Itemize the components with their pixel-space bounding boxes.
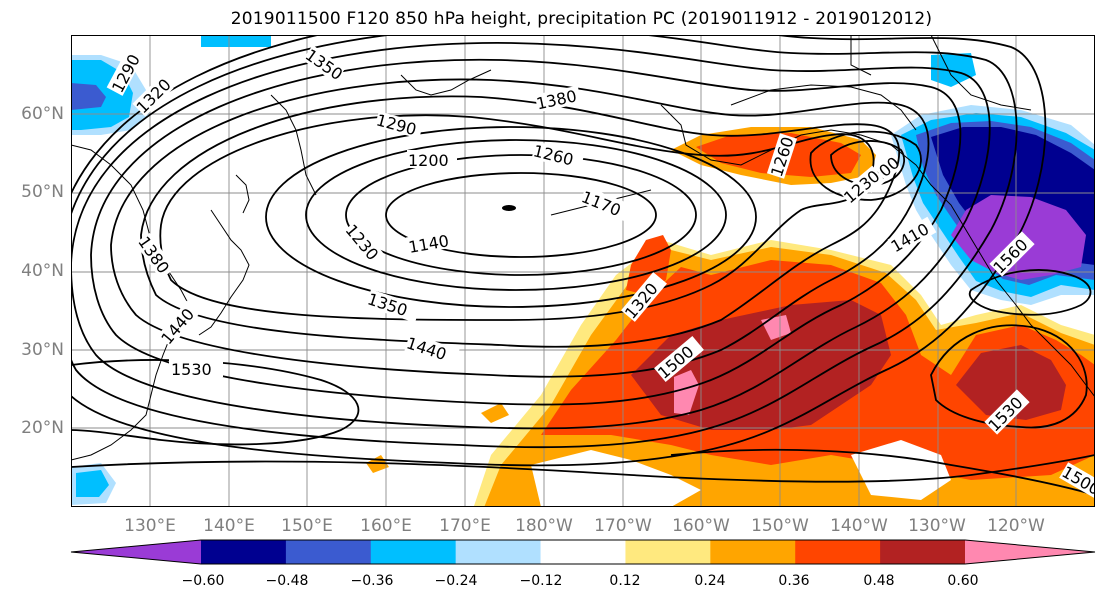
colorbar-swatch xyxy=(201,540,287,564)
contour-1290 xyxy=(140,95,901,348)
lon-label-130w: 130°W xyxy=(908,516,966,536)
lon-label-130e: 130°E xyxy=(124,516,176,536)
colorbar-tick-label: 0.36 xyxy=(778,573,810,589)
contour-1500 xyxy=(71,454,1095,483)
colorbar-swatch xyxy=(285,540,372,564)
contour-1140 xyxy=(385,172,657,258)
lon-label-120w: 120°W xyxy=(987,516,1045,536)
precip-anomaly-0.12-islet xyxy=(481,403,509,423)
colorbar-swatch xyxy=(455,540,542,564)
precip-anomaly-neg-0.36-sw xyxy=(76,470,109,497)
lat-label-40n: 40°N xyxy=(21,261,64,281)
contour-1380 xyxy=(71,42,991,430)
precip-anomaly-neg-0.36-ne xyxy=(931,53,976,87)
precip-anomaly-neg-0.36-top xyxy=(201,35,271,47)
precip-anomaly-0.48 xyxy=(631,300,891,430)
lat-label-30n: 30°N xyxy=(21,340,64,360)
colorbar-swatch xyxy=(370,540,457,564)
lon-label-180w: 180°W xyxy=(515,516,573,536)
colorbar-tick-label: 0.12 xyxy=(609,573,641,589)
contour-1410 xyxy=(71,35,1018,449)
map-title: 2019011500 F120 850 hPa height, precipit… xyxy=(230,9,933,29)
lat-label-50n: 50°N xyxy=(21,182,64,202)
colorbar-outline xyxy=(70,539,1096,565)
precip-anomaly-neg-0.48-nw xyxy=(71,83,106,110)
contour-1530-east xyxy=(930,324,1088,429)
lat-label-60n: 60°N xyxy=(21,104,64,124)
lon-label-160e: 160°E xyxy=(360,516,412,536)
colorbar-tick-label: −0.12 xyxy=(519,573,563,589)
contour-label: 1530 xyxy=(171,360,212,379)
colorbar-swatch xyxy=(965,540,1095,564)
lon-label-140e: 140°E xyxy=(203,516,255,536)
contour-1230 xyxy=(265,126,757,308)
contour-1170 xyxy=(345,154,697,276)
colorbar xyxy=(70,539,1096,565)
lon-label-160w: 160°W xyxy=(672,516,730,536)
colorbar-swatch xyxy=(71,540,201,564)
lon-label-140w: 140°W xyxy=(830,516,888,536)
lon-label-150w: 150°W xyxy=(751,516,809,536)
lat-label-20n: 20°N xyxy=(21,418,64,438)
colorbar-tick-label: −0.24 xyxy=(434,573,478,589)
colorbar-swatch xyxy=(880,540,966,564)
colorbar-tick-label: −0.60 xyxy=(181,573,225,589)
map-panel: 1290 1320 1350 1380 1290 1200 1260 1170 … xyxy=(71,35,1095,507)
contour-1560-east xyxy=(968,269,1092,316)
contour-1320 xyxy=(110,78,930,378)
colorbar-swatch xyxy=(710,540,796,564)
contour-1200 xyxy=(305,139,727,291)
height-contours xyxy=(71,35,1095,496)
colorbar-tick-label: 0.24 xyxy=(694,573,726,589)
height-minimum-marker xyxy=(502,205,516,211)
colorbar-tick-label: −0.48 xyxy=(265,573,309,589)
lon-label-170w: 170°W xyxy=(594,516,652,536)
lon-label-170e: 170°E xyxy=(439,516,491,536)
colorbar-tick-label: −0.36 xyxy=(350,573,394,589)
colorbar-swatch xyxy=(540,540,626,564)
contour-1500-south xyxy=(670,448,1095,496)
contour-1200-east xyxy=(830,140,906,186)
colorbar-swatch xyxy=(795,540,881,564)
precip-anomaly-0.60 xyxy=(674,370,699,415)
colorbar-tick-label: 0.60 xyxy=(947,573,979,589)
contour-label: 1200 xyxy=(408,151,449,170)
contour-1230-east xyxy=(809,130,922,201)
precip-anomaly-0.48-east xyxy=(956,345,1066,420)
colorbar-swatch xyxy=(625,540,711,564)
colorbar-tick-label: 0.48 xyxy=(863,573,895,589)
lon-label-150e: 150°E xyxy=(281,516,333,536)
